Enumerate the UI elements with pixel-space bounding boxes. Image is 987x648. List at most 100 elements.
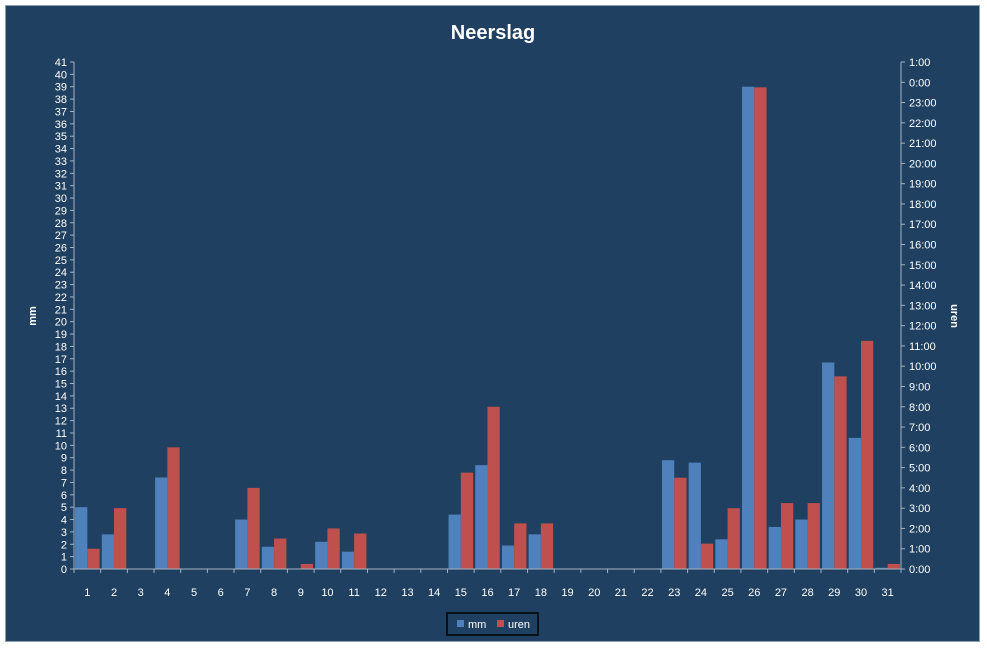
y-tick-label-33: 33 — [55, 156, 67, 168]
x-tick-label-21: 21 — [615, 587, 627, 599]
y-tick-label-28: 28 — [55, 218, 67, 230]
legend-swatch-mm — [457, 620, 464, 627]
y-tick-label-30: 30 — [55, 193, 67, 205]
x-tick-label-3: 3 — [138, 587, 144, 599]
bar-mm-16 — [475, 465, 488, 569]
bar-uren-17 — [514, 523, 527, 569]
y2-tick-label-4: 4:00 — [909, 483, 930, 495]
y-tick-label-15: 15 — [55, 379, 67, 391]
y2-tick-label-22: 22:00 — [909, 118, 937, 130]
y2-tick-label-2: 2:00 — [909, 523, 930, 535]
bar-uren-8 — [274, 538, 287, 569]
y-axis-label: mm — [27, 306, 39, 326]
y2-tick-label-14: 14:00 — [909, 280, 937, 292]
x-tick-label-15: 15 — [455, 587, 467, 599]
y-tick-label-14: 14 — [55, 391, 67, 403]
y-tick-label-25: 25 — [55, 255, 67, 267]
y2-tick-label-24: 0:00 — [909, 77, 930, 89]
y-tick-label-22: 22 — [55, 292, 67, 304]
y2-tick-label-9: 9:00 — [909, 381, 930, 393]
bar-uren-30 — [860, 340, 874, 569]
legend: mm uren — [446, 612, 539, 636]
bar-uren-24 — [700, 543, 714, 569]
y-tick-label-8: 8 — [61, 465, 67, 477]
x-tick-label-8: 8 — [271, 587, 277, 599]
y2-tick-label-12: 12:00 — [909, 321, 937, 333]
y-tick-label-12: 12 — [55, 416, 67, 428]
bar-uren-10 — [327, 528, 340, 569]
y-tick-label-4: 4 — [61, 515, 67, 527]
x-tick-label-23: 23 — [668, 587, 680, 599]
x-tick-label-19: 19 — [561, 587, 573, 599]
y-tick-label-3: 3 — [61, 527, 67, 539]
bar-mm-15 — [448, 514, 461, 569]
bar-uren-29 — [834, 376, 847, 569]
x-tick-label-22: 22 — [641, 587, 653, 599]
bar-uren-16 — [487, 406, 500, 569]
x-tick-label-24: 24 — [695, 587, 707, 599]
y-tick-label-13: 13 — [55, 403, 67, 415]
x-tick-label-28: 28 — [802, 587, 814, 599]
bar-mm-29 — [822, 362, 835, 569]
bar-mm-11 — [341, 551, 355, 569]
x-tick-label-4: 4 — [164, 587, 170, 599]
bar-uren-4 — [167, 447, 180, 569]
y2-tick-label-3: 3:00 — [909, 503, 930, 515]
y-tick-label-36: 36 — [55, 119, 67, 131]
y-tick-label-32: 32 — [55, 168, 67, 180]
x-tick-label-11: 11 — [348, 587, 359, 599]
x-tick-label-10: 10 — [321, 587, 333, 599]
y-tick-label-5: 5 — [61, 502, 67, 514]
bar-uren-18 — [540, 523, 554, 569]
bar-uren-11 — [354, 533, 367, 569]
y-tick-label-2: 2 — [61, 539, 67, 551]
y-tick-label-10: 10 — [55, 440, 67, 452]
legend-label-mm: mm — [468, 619, 486, 631]
bar-uren-1 — [87, 548, 100, 569]
y2-tick-label-16: 16:00 — [909, 240, 937, 252]
x-tick-label-29: 29 — [828, 587, 840, 599]
y2-axis-label: uren — [948, 304, 960, 328]
legend-label-uren: uren — [508, 619, 530, 631]
bar-uren-15 — [460, 472, 474, 569]
y-tick-label-11: 11 — [56, 428, 67, 440]
bar-uren-26 — [754, 87, 767, 569]
y2-tick-label-6: 6:00 — [909, 442, 930, 454]
y2-tick-label-13: 13:00 — [909, 300, 937, 312]
x-tick-label-2: 2 — [111, 587, 117, 599]
bar-uren-23 — [674, 477, 687, 569]
x-tick-label-31: 31 — [882, 587, 894, 599]
y2-tick-label-10: 10:00 — [909, 361, 937, 373]
y-tick-label-16: 16 — [55, 366, 67, 378]
bar-mm-2 — [101, 534, 115, 569]
y-tick-label-39: 39 — [55, 82, 67, 94]
bar-mm-25 — [715, 539, 728, 569]
x-tick-label-27: 27 — [775, 587, 787, 599]
y-tick-label-23: 23 — [55, 280, 67, 292]
bar-uren-7 — [247, 487, 260, 569]
bar-mm-10 — [315, 541, 328, 569]
y2-tick-label-17: 17:00 — [909, 219, 937, 231]
bar-uren-27 — [780, 503, 794, 569]
y-tick-label-40: 40 — [55, 69, 67, 81]
y2-tick-label-7: 7:00 — [909, 422, 930, 434]
bar-uren-9 — [300, 563, 314, 569]
chart-frame: Neerslag mm uren 0 1 2 3 4 5 6 7 8 9 10 11 12 13 14 15 1… — [5, 5, 980, 642]
y-tick-label-18: 18 — [55, 341, 67, 353]
chart-title: Neerslag — [451, 22, 536, 44]
bar-mm-24 — [688, 462, 701, 569]
y2-tick-label-0: 0:00 — [909, 564, 930, 576]
plot-layer: 0123456789101112131415161718192021222324… — [55, 57, 937, 599]
y-tick-label-9: 9 — [61, 453, 67, 465]
bar-uren-31 — [887, 563, 900, 569]
y-tick-label-38: 38 — [55, 94, 67, 106]
x-tick-label-30: 30 — [855, 587, 867, 599]
x-tick-label-5: 5 — [191, 587, 197, 599]
bar-uren-25 — [727, 508, 740, 569]
y2-tick-label-20: 20:00 — [909, 158, 937, 170]
y2-tick-label-11: 11:00 — [909, 341, 936, 353]
x-tick-label-12: 12 — [375, 587, 387, 599]
x-tick-label-17: 17 — [508, 587, 520, 599]
y-tick-label-37: 37 — [55, 106, 67, 118]
bar-mm-18 — [528, 534, 541, 569]
